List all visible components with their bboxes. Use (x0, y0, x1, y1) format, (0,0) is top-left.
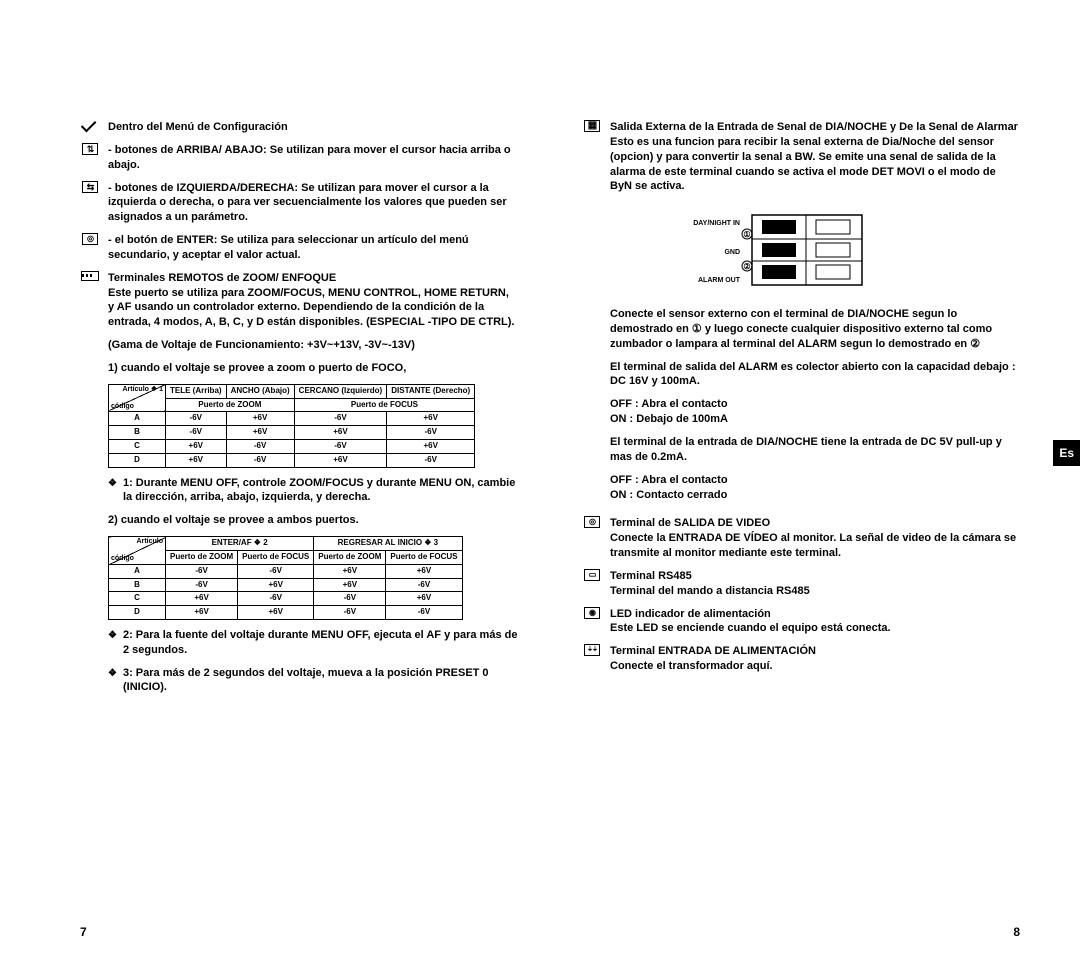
diagram-circle-1: ① (743, 230, 750, 239)
rs485-body: Terminal del mando a distancia RS485 (610, 585, 810, 597)
text-updown: - botones de ARRIBA/ ABAJO: Se utilizan … (108, 143, 518, 173)
onoff-1b: ON : Debajo de 100mA (582, 412, 1020, 427)
tbl1-h3: DISTANTE (Derecho) (387, 384, 475, 398)
updown-icon (80, 143, 100, 155)
page-right-column: Salida Externa de la Entrada de Senal de… (582, 120, 1020, 939)
onoff-2b: ON : Contacto cerrado (582, 488, 1020, 503)
terminal-diagram: DAY/NIGHT IN GND ALARM OUT ① ② (652, 210, 872, 290)
led-body: Este LED se enciende cuando el equipo es… (610, 622, 891, 634)
page-number-right: 8 (1013, 925, 1020, 939)
tbl2-sub3: Puerto de FOCUS (386, 550, 462, 564)
remote-body: Este puerto se utiliza para ZOOM/FOCUS, … (108, 287, 514, 329)
tbl2-sub1: Puerto de FOCUS (238, 550, 314, 564)
video-terminal-icon (582, 516, 602, 528)
tbl1-sub1: Puerto de FOCUS (294, 398, 475, 412)
leftright-icon (80, 181, 100, 193)
section-header-config: Dentro del Menú de Configuración (80, 120, 518, 135)
diamond-icon (108, 666, 117, 696)
tbl2-corner: Artículo código (109, 537, 166, 565)
tbl2-sub2: Puerto de ZOOM (314, 550, 386, 564)
diagram-label-0: DAY/NIGHT IN (693, 220, 740, 227)
table-row: C+6V-6V-6V+6V (109, 592, 463, 606)
voltage-range: (Gama de Voltaje de Funcionamiento: +3V~… (80, 338, 518, 353)
item-leftright: - botones de IZQUIERDA/DERECHA: Se utili… (80, 181, 518, 226)
language-tab: Es (1053, 440, 1080, 466)
table-row: A-6V-6V+6V+6V (109, 564, 463, 578)
tbl2-sub0: Puerto de ZOOM (166, 550, 238, 564)
item-updown: - botones de ARRIBA/ ABAJO: Se utilizan … (80, 143, 518, 173)
item-alarm: Salida Externa de la Entrada de Senal de… (582, 120, 1020, 194)
item-rs485: Terminal RS485 Terminal del mando a dist… (582, 569, 1020, 599)
heading-config-menu: Dentro del Menú de Configuración (108, 120, 518, 135)
note-3: 3: Para más de 2 segundos del voltaje, m… (80, 666, 518, 696)
power-body: Conecte el transformador aquí. (610, 660, 773, 672)
alarm-title: Salida Externa de la Entrada de Senal de… (610, 121, 1018, 133)
remote-title: Terminales REMOTOS de ZOOM/ ENFOQUE (108, 272, 336, 284)
alarm-body: Esto es una funcion para recibir la sena… (610, 136, 996, 193)
led-title: LED indicador de alimentación (610, 608, 771, 620)
tbl1-h1: ANCHO (Abajo) (226, 384, 294, 398)
voltage-table-2: Artículo código ENTER/AF ❖ 2 REGRESAR AL… (108, 536, 463, 620)
item-remote-terminals: Terminales REMOTOS de ZOOM/ ENFOQUE Este… (80, 271, 518, 330)
enter-icon (80, 233, 100, 245)
power-title: Terminal ENTRADA DE ALIMENTACIÓN (610, 645, 816, 657)
tbl1-sub0: Puerto de ZOOM (166, 398, 295, 412)
table-row: D+6V+6V-6V-6V (109, 606, 463, 620)
manual-spread: Dentro del Menú de Configuración - boton… (0, 0, 1080, 979)
rs485-title: Terminal RS485 (610, 570, 692, 582)
table-row: B-6V+6V+6V-6V (109, 426, 475, 440)
rs485-terminal-icon (582, 569, 602, 581)
case2-heading: 2) cuando el voltaje se provee a ambos p… (80, 513, 518, 528)
check-icon (80, 120, 100, 135)
video-title: Terminal de SALIDA DE VIDEO (610, 517, 770, 529)
tbl1-corner: Artículo ❖ 1 código (109, 384, 166, 412)
page-number-left: 7 (80, 925, 87, 939)
video-body: Conecte la ENTRADA DE VÍDEO al monitor. … (610, 532, 1016, 559)
item-enter: - el botón de ENTER: Se utiliza para sel… (80, 233, 518, 263)
power-terminal-icon (582, 644, 602, 656)
item-video-out: Terminal de SALIDA DE VIDEO Conecte la E… (582, 516, 1020, 561)
note-1: 1: Durante MENU OFF, controle ZOOM/FOCUS… (80, 476, 518, 506)
conn-para-1: Conecte el sensor externo con el termina… (582, 307, 1020, 352)
table-row: D+6V-6V+6V-6V (109, 453, 475, 467)
tbl2-g1: REGRESAR AL INICIO ❖ 3 (314, 537, 462, 551)
conn-para-2: El terminal de salida del ALARM es colec… (582, 360, 1020, 390)
onoff-1a: OFF : Abra el contacto (582, 397, 1020, 412)
voltage-table-1: Artículo ❖ 1 código TELE (Arriba) ANCHO … (108, 384, 475, 468)
diamond-icon (108, 628, 117, 658)
led-icon (582, 607, 602, 619)
page-left-column: Dentro del Menú de Configuración - boton… (80, 120, 518, 939)
note-2: 2: Para la fuente del voltaje durante ME… (80, 628, 518, 658)
port-icon (80, 271, 100, 281)
text-enter: - el botón de ENTER: Se utiliza para sel… (108, 233, 518, 263)
conn-para-3: El terminal de la entrada de DIA/NOCHE t… (582, 435, 1020, 465)
tbl1-h2: CERCANO (Izquierdo) (294, 384, 387, 398)
case1-heading: 1) cuando el voltaje se provee a zoom o … (80, 361, 518, 376)
diamond-icon (108, 476, 117, 506)
tbl2-g0: ENTER/AF ❖ 2 (166, 537, 314, 551)
alarm-terminal-icon (582, 120, 602, 132)
table-row: B-6V+6V+6V-6V (109, 578, 463, 592)
tbl1-h0: TELE (Arriba) (166, 384, 227, 398)
table-row: C+6V-6V-6V+6V (109, 440, 475, 454)
text-leftright: - botones de IZQUIERDA/DERECHA: Se utili… (108, 181, 518, 226)
item-power-led: LED indicador de alimentación Este LED s… (582, 607, 1020, 637)
onoff-2a: OFF : Abra el contacto (582, 473, 1020, 488)
diagram-circle-2: ② (743, 262, 750, 271)
diagram-label-1: GND (724, 249, 740, 256)
table-row: A-6V+6V-6V+6V (109, 412, 475, 426)
item-power-in: Terminal ENTRADA DE ALIMENTACIÓN Conecte… (582, 644, 1020, 674)
diagram-label-2: ALARM OUT (698, 277, 741, 284)
